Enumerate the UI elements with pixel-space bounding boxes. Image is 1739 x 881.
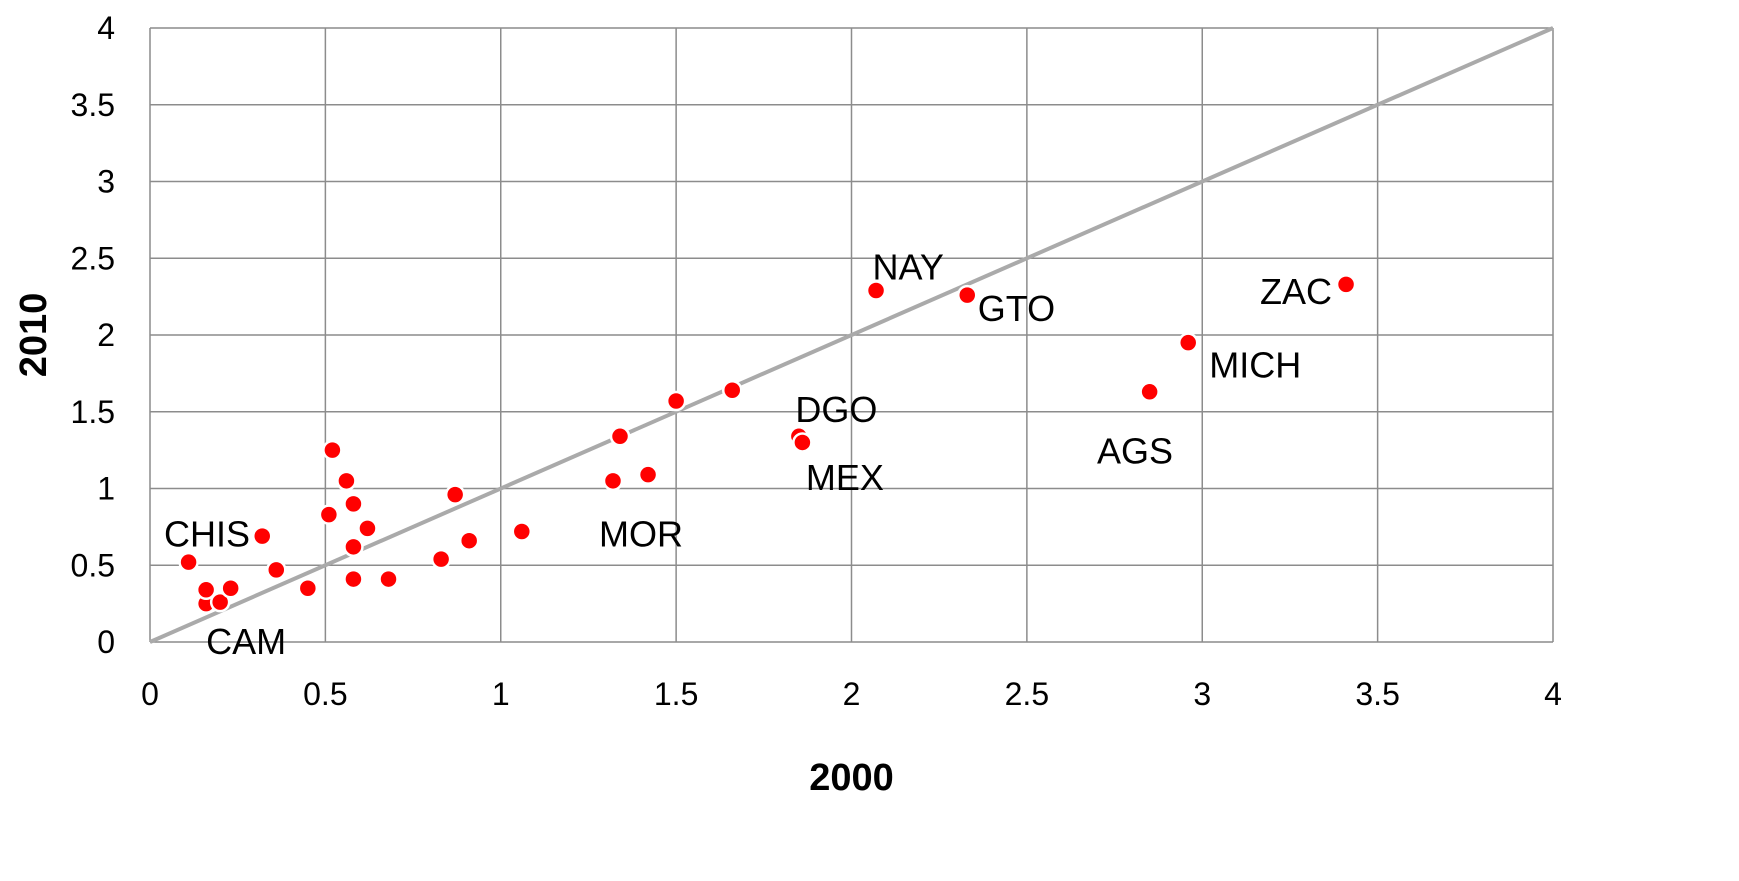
y-tick-label: 1.5 [71, 394, 115, 430]
data-point [444, 484, 466, 505]
tick-labels: 0 0.5 1 1.5 2 2.5 3 3.5 4 0 0.5 1 1.5 2 2.5 3 3.5 4 [71, 10, 1562, 712]
data-points [178, 274, 1357, 614]
y-axis-title: 2010 [13, 293, 55, 378]
data-point [956, 284, 978, 306]
data-point [343, 568, 364, 590]
point-annotation: AGS [1097, 431, 1173, 472]
data-point [865, 280, 887, 301]
data-point [357, 518, 378, 539]
x-axis-title: 2000 [809, 757, 894, 799]
data-point [721, 380, 743, 401]
point-annotations: CHIS CAM MOR DGO MEX NAY GTO AGS MICH ZAC [164, 246, 1332, 662]
x-tick-label: 0.5 [303, 676, 347, 712]
reference-line-layer [149, 26, 1554, 644]
data-point [458, 530, 480, 551]
data-point [297, 578, 319, 599]
x-tick-label: 2 [843, 676, 861, 712]
data-point [336, 470, 357, 492]
y-tick-label: 2.5 [71, 240, 115, 276]
data-point [178, 551, 199, 573]
point-annotation: GTO [978, 288, 1055, 329]
y-tick-label: 1 [97, 471, 115, 507]
data-point [430, 548, 452, 570]
point-annotation: MICH [1209, 345, 1301, 386]
point-annotation: MEX [806, 457, 884, 498]
data-point [511, 521, 533, 542]
reference-line [149, 26, 1554, 644]
data-point [251, 525, 273, 547]
y-tick-label: 2 [97, 317, 115, 353]
x-tick-label: 1 [492, 676, 510, 712]
point-annotation: CHIS [164, 514, 250, 555]
data-point [609, 426, 631, 447]
x-tick-label: 2.5 [1005, 676, 1049, 712]
y-tick-label: 3.5 [71, 87, 115, 123]
data-point [322, 439, 343, 461]
data-point [209, 591, 231, 613]
x-tick-label: 3 [1193, 676, 1211, 712]
point-annotation: MOR [599, 514, 683, 555]
x-tick-label: 0 [141, 676, 159, 712]
data-point [665, 390, 687, 412]
y-tick-label: 4 [97, 10, 115, 46]
data-point [318, 504, 340, 525]
point-annotation: ZAC [1260, 271, 1332, 312]
x-tick-label: 1.5 [654, 676, 698, 712]
data-point [220, 578, 241, 599]
point-annotation: DGO [795, 389, 877, 430]
x-tick-label: 3.5 [1355, 676, 1399, 712]
point-annotation: NAY [873, 246, 944, 287]
data-point [792, 432, 813, 453]
data-point [195, 579, 217, 601]
data-point [1335, 274, 1357, 295]
data-point [343, 536, 364, 558]
data-point [637, 464, 659, 485]
data-point [266, 559, 287, 581]
y-tick-label: 0 [97, 624, 115, 660]
data-point [1177, 332, 1199, 353]
x-tick-label: 4 [1544, 676, 1562, 712]
y-tick-label: 0.5 [71, 547, 115, 583]
data-point [602, 470, 624, 492]
point-annotation: CAM [206, 621, 286, 662]
y-tick-label: 3 [97, 164, 115, 200]
data-point [1139, 381, 1160, 403]
data-point [343, 493, 364, 515]
data-point [378, 568, 399, 590]
